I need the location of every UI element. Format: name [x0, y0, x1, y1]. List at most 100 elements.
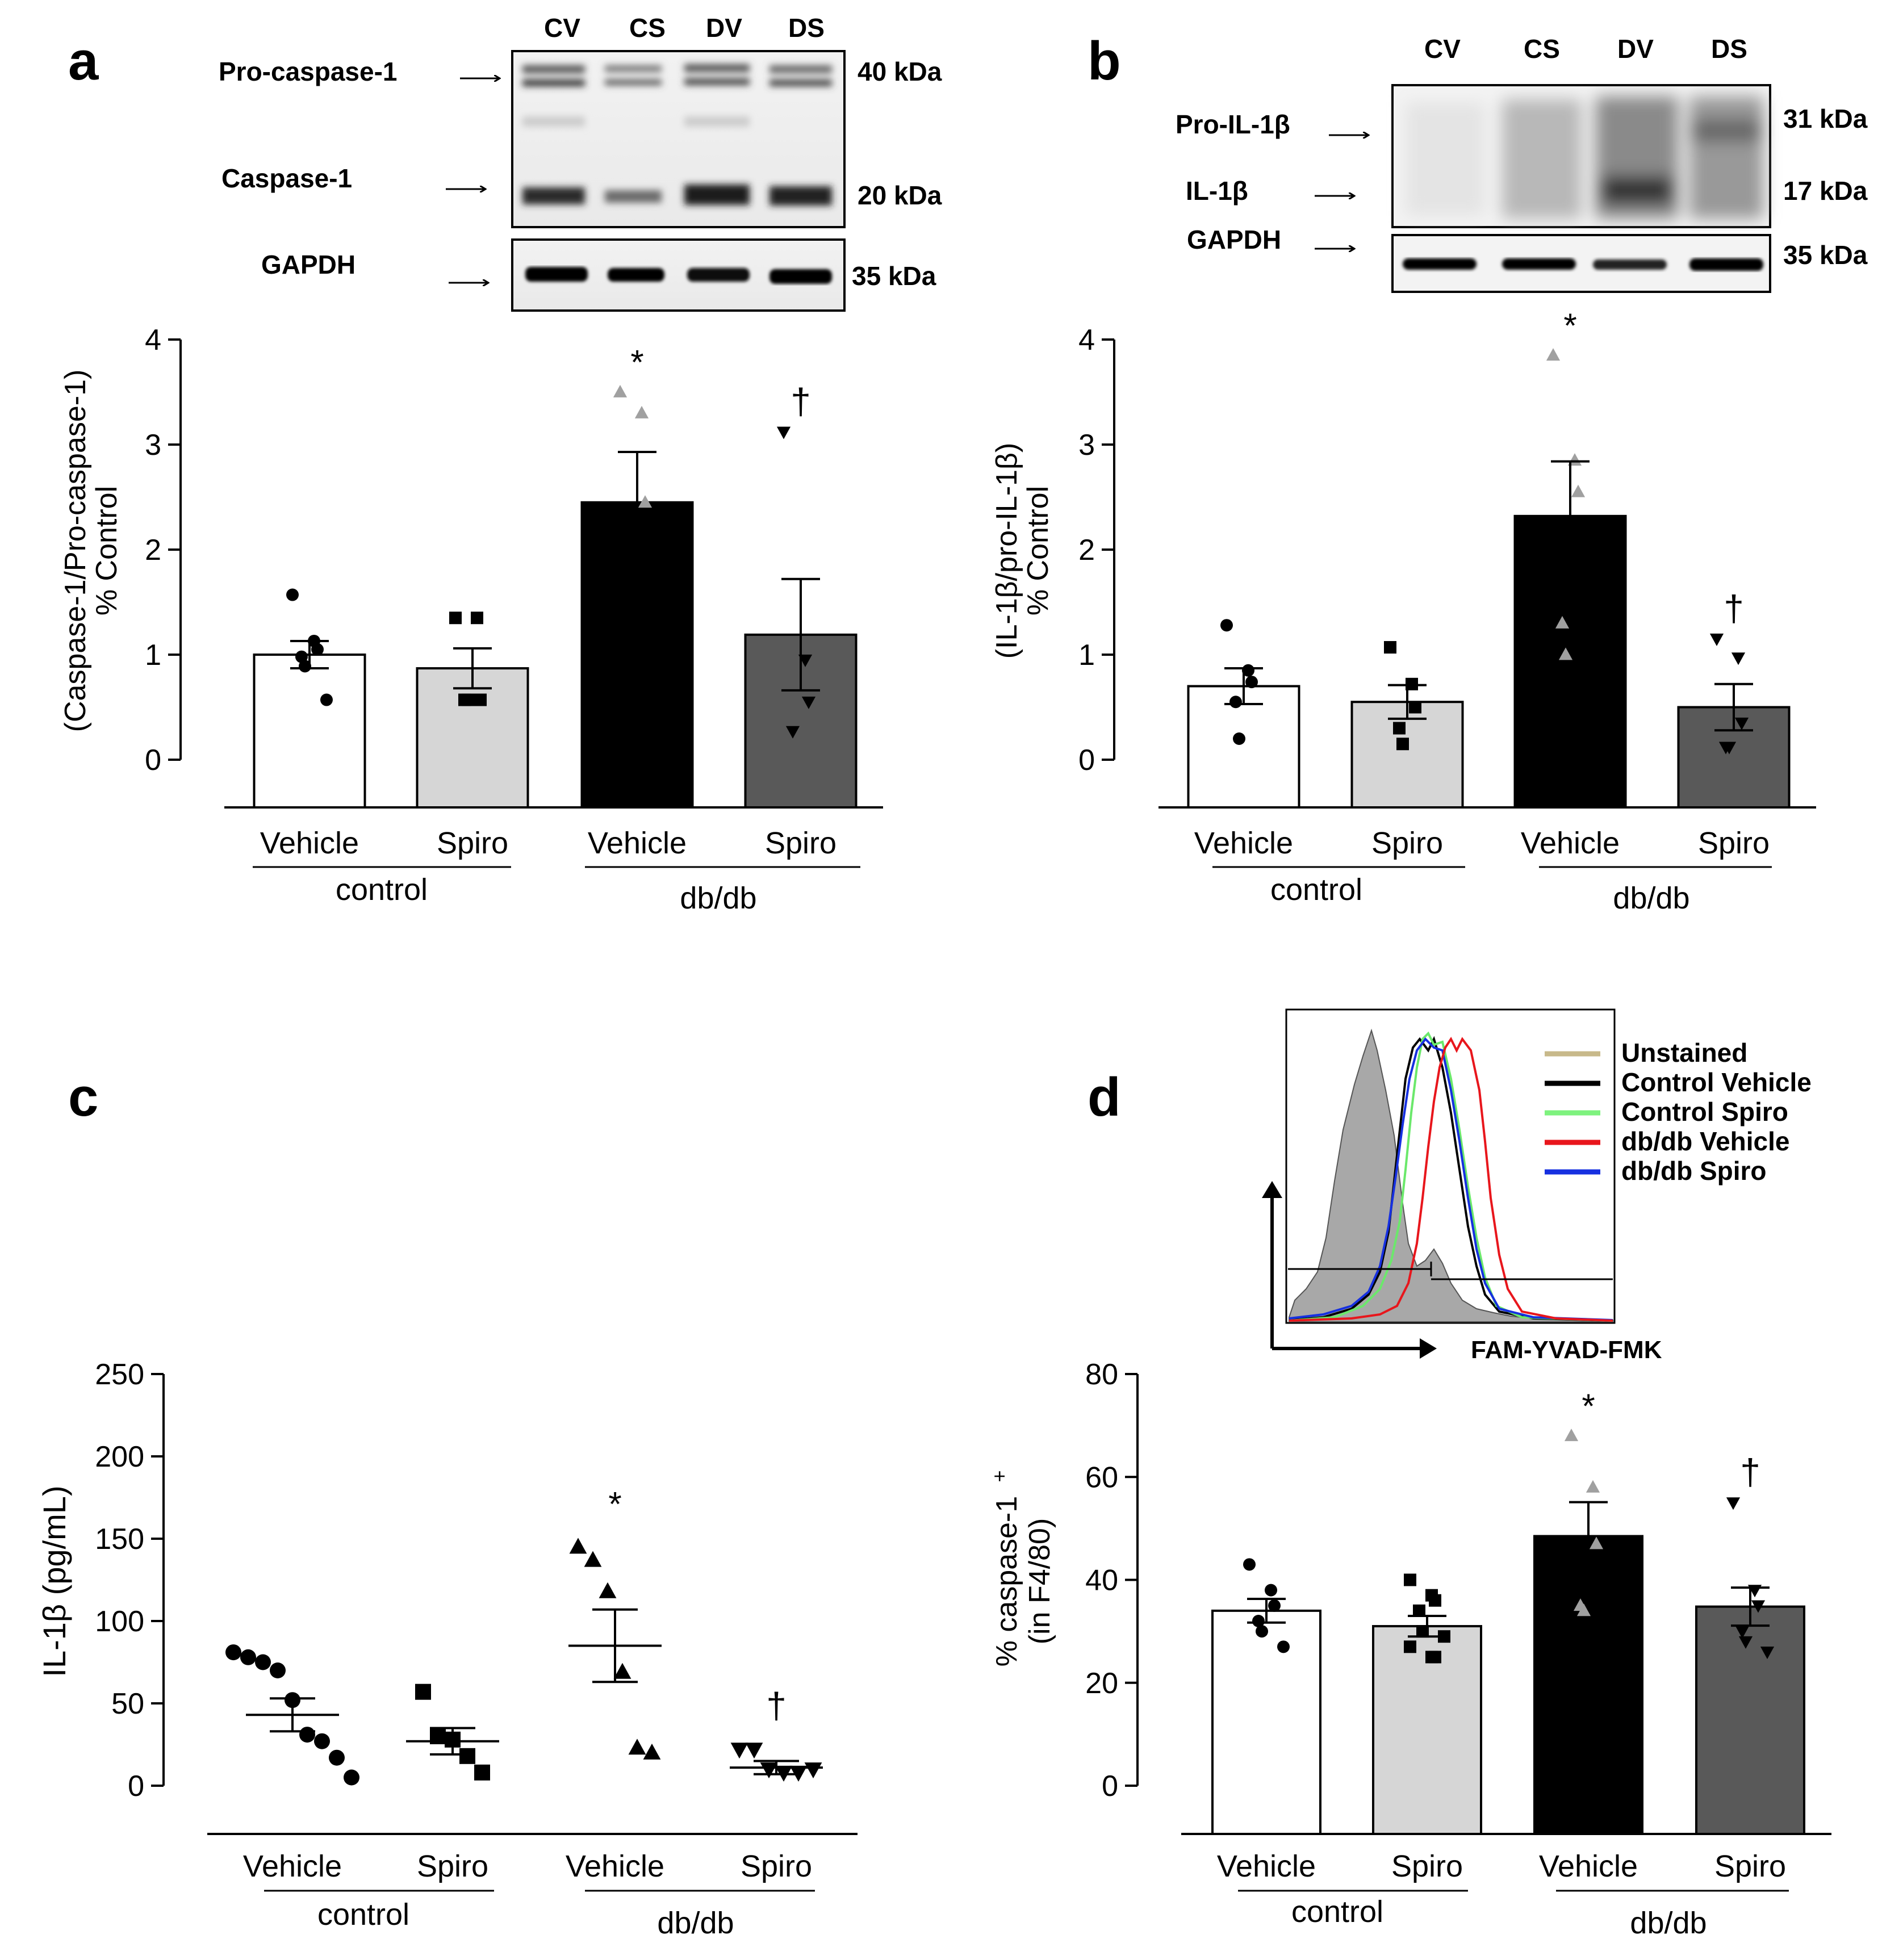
- chart-c: 0 50 100 150 200 250 IL-1β (pg/mL) Vehicle Spiro…: [36, 1358, 858, 1940]
- data-point: [1546, 348, 1561, 361]
- data-point: [760, 1762, 778, 1779]
- x-category-label: Spiro: [1391, 1849, 1463, 1883]
- data-point: [1256, 1625, 1268, 1638]
- blot-a-label-0: Pro-caspase-1: [219, 57, 398, 86]
- data-point: [471, 612, 483, 625]
- kda-a-1: 20 kDa: [858, 181, 942, 210]
- y-axis-label-line1: (IL-1β/pro-IL-1β): [990, 443, 1023, 659]
- y-tick-label: 200: [95, 1440, 144, 1473]
- data-point: [1709, 633, 1724, 646]
- data-point: [613, 384, 628, 397]
- y-axis-label-line1: (Caspase-1/Pro-caspase-1): [59, 370, 92, 732]
- blot-b-label-0: Pro-IL-1β: [1176, 110, 1290, 139]
- x-category-label: Vehicle: [1521, 826, 1620, 860]
- lane-label-b-2: DV: [1617, 34, 1654, 64]
- data-point: [622, 516, 637, 529]
- chart-a: 0 1 2 3 4 (Caspase-1/Pro-caspase-1)% Control V…: [59, 324, 883, 915]
- data-point: [1404, 1573, 1416, 1586]
- blot-b-label-1: IL-1β: [1186, 176, 1248, 206]
- x-category-label: Spiro: [1371, 826, 1443, 860]
- bar: [1533, 1535, 1643, 1835]
- y-tick-label: 4: [145, 324, 161, 357]
- y-tick-label: 2: [145, 534, 161, 567]
- data-point: [1429, 1594, 1441, 1607]
- panel-letter-a: a: [68, 31, 99, 91]
- significance-mark: †: [1724, 588, 1744, 629]
- legend-label: Control Spiro: [1621, 1097, 1788, 1126]
- data-point: [314, 1733, 330, 1749]
- x-category-label: Spiro: [765, 826, 837, 860]
- y-tick-label: 0: [145, 744, 161, 777]
- data-point: [474, 693, 487, 706]
- data-point: [776, 426, 791, 439]
- data-point: [1384, 641, 1396, 654]
- significance-mark: *: [630, 344, 643, 382]
- bar: [1695, 1605, 1805, 1835]
- y-tick-label: 0: [1078, 744, 1095, 777]
- data-point: [1413, 1604, 1425, 1617]
- data-point: [613, 1662, 631, 1679]
- data-point: [1576, 1603, 1591, 1616]
- data-point: [634, 405, 649, 418]
- x-category-label: Vehicle: [588, 826, 687, 860]
- histogram-dbdb-spiro: [1289, 1037, 1613, 1321]
- data-point: [1722, 742, 1737, 755]
- y-tick-label: 4: [1078, 324, 1095, 357]
- data-point: [1558, 647, 1573, 660]
- x-category-label: Vehicle: [243, 1849, 342, 1883]
- lane-label-b-3: DS: [1711, 34, 1747, 64]
- kda-a-2: 35 kDa: [852, 261, 936, 291]
- lane-label-b-0: CV: [1424, 34, 1461, 64]
- x-category-label: Spiro: [417, 1849, 488, 1883]
- data-point: [255, 1654, 271, 1670]
- data-point: [785, 726, 800, 739]
- y-tick-label: 0: [1102, 1770, 1118, 1803]
- blot-b-label-2: GAPDH: [1187, 225, 1281, 254]
- panel-c: c 0 50 100 150 200 250 IL-1β (pg/mL) Vehicle Spi…: [36, 1067, 858, 1940]
- data-point: [225, 1644, 241, 1661]
- data-point: [1416, 1625, 1429, 1638]
- western-blot-a: CV CS DV DS: [219, 13, 942, 312]
- x-category-label: Vehicle: [1539, 1849, 1638, 1883]
- group-label: db/db: [680, 881, 756, 915]
- panel-letter-d: d: [1088, 1067, 1121, 1128]
- blot-a-label-1: Caspase-1: [221, 164, 352, 193]
- data-point: [1252, 1615, 1265, 1627]
- data-point: [1233, 732, 1245, 745]
- significance-mark: †: [1740, 1452, 1760, 1493]
- kda-b-1: 17 kDa: [1783, 176, 1868, 206]
- histogram-xlabel: FAM-YVAD-FMK: [1471, 1336, 1662, 1364]
- y-tick-label: 1: [145, 639, 161, 672]
- data-point: [1571, 484, 1586, 497]
- y-tick-label: 20: [1085, 1667, 1118, 1700]
- y-tick-label: 1: [1078, 639, 1095, 672]
- y-tick-label: 0: [128, 1770, 144, 1803]
- group-label: db/db: [1630, 1906, 1707, 1940]
- x-category-label: Spiro: [741, 1849, 812, 1883]
- group-label: control: [1291, 1895, 1383, 1929]
- data-point: [415, 1683, 431, 1700]
- histogram-dbdb-vehicle: [1289, 1037, 1613, 1322]
- data-point: [1277, 1640, 1290, 1653]
- significance-mark: *: [608, 1485, 621, 1523]
- bar: [1187, 685, 1300, 809]
- histogram-control-vehicle: [1289, 1036, 1613, 1322]
- legend-label: Control Vehicle: [1621, 1067, 1812, 1097]
- y-axis-label-line2: % Control: [1022, 486, 1055, 615]
- bar: [416, 667, 529, 809]
- data-point: [286, 588, 299, 601]
- data-point: [1738, 1636, 1753, 1649]
- significance-mark: †: [791, 381, 811, 422]
- data-point: [1229, 696, 1242, 709]
- y-tick-label: 3: [1078, 429, 1095, 462]
- legend-label: db/db Vehicle: [1621, 1126, 1790, 1156]
- data-point: [320, 693, 333, 706]
- data-point: [1396, 738, 1409, 751]
- data-point: [569, 1538, 587, 1554]
- data-point: [344, 1769, 359, 1786]
- data-point: [1220, 619, 1233, 632]
- data-point: [801, 696, 816, 709]
